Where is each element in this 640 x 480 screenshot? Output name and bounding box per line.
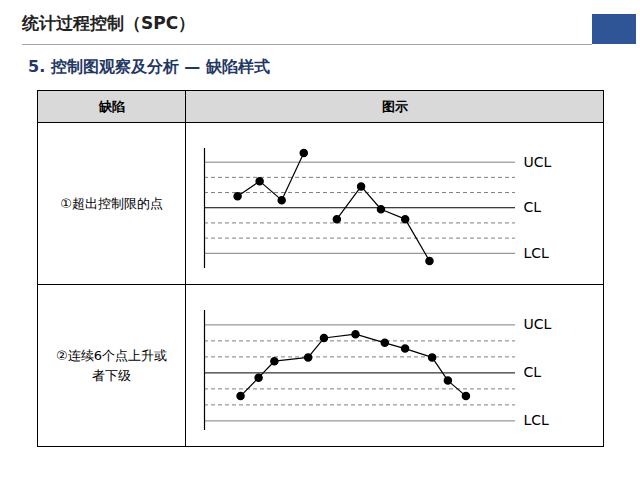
svg-text:LCL: LCL — [524, 245, 550, 261]
svg-text:UCL: UCL — [524, 316, 552, 332]
svg-text:CL: CL — [524, 199, 542, 215]
svg-text:CL: CL — [524, 364, 542, 380]
html-text:统计过程控制（SPC）: 统计过程控制（SPC） — [22, 13, 196, 33]
html-text:图示: 图示 — [381, 98, 408, 114]
html-text:①超出控制限的点: ①超出控制限的点 — [60, 195, 163, 211]
html-text:②连续6个点上升或者下级: ②连续6个点上升或者下级 — [56, 348, 167, 383]
html-text:5. 控制图观察及分析 — 缺陷样式: 5. 控制图观察及分析 — 缺陷样式 — [28, 57, 270, 76]
html-text:缺陷: 缺陷 — [98, 98, 125, 114]
svg-text:LCL: LCL — [524, 412, 550, 428]
svg-text:UCL: UCL — [524, 154, 552, 170]
